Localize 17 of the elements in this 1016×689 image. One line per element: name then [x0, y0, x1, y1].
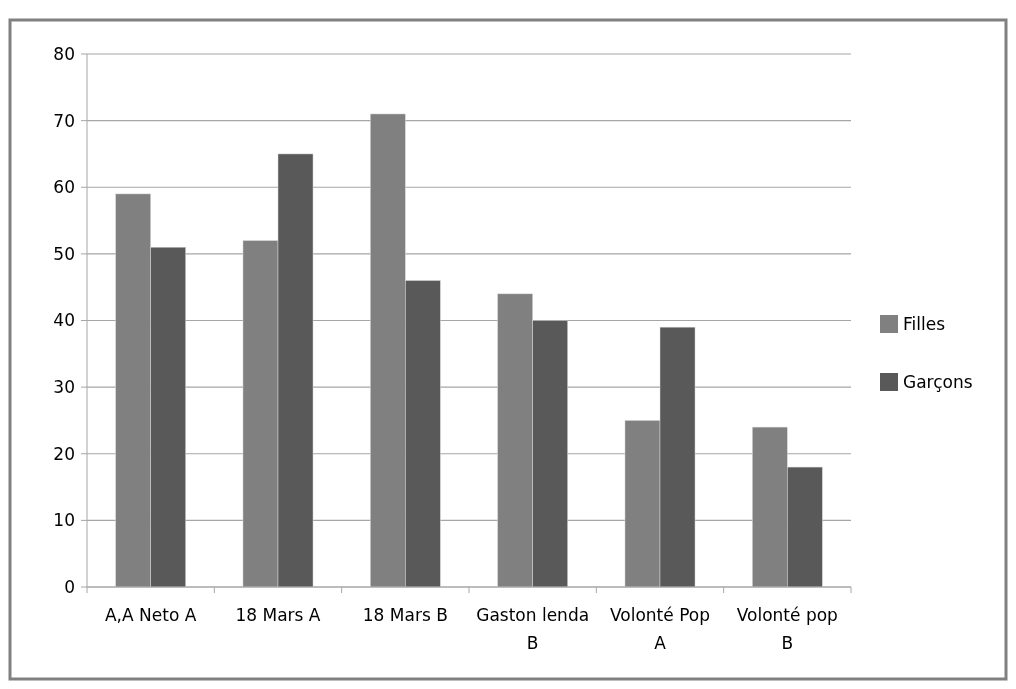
x-tick-label: Gaston lenda B: [476, 605, 590, 653]
y-tick-label: 30: [53, 377, 75, 398]
y-tick-label: 20: [53, 443, 75, 464]
x-tick-label: Volonté pop B: [736, 605, 838, 653]
y-tick-label: 50: [53, 243, 75, 264]
x-tick-label: Volonté Pop A: [610, 605, 710, 653]
y-tick-label: 0: [64, 576, 75, 597]
y-tick-label: 70: [53, 110, 75, 131]
x-tick-label: 18 Mars A: [235, 605, 321, 625]
y-tick-label: 60: [53, 177, 75, 198]
legend-label: Filles: [903, 313, 946, 334]
x-tick-label: A,A Neto A: [104, 605, 197, 625]
y-tick-label: 40: [53, 310, 75, 331]
legend-label: Garçons: [903, 371, 973, 392]
x-tick-label: 18 Mars B: [362, 605, 448, 625]
y-tick-label: 80: [53, 43, 75, 64]
y-tick-label: 10: [53, 510, 75, 531]
